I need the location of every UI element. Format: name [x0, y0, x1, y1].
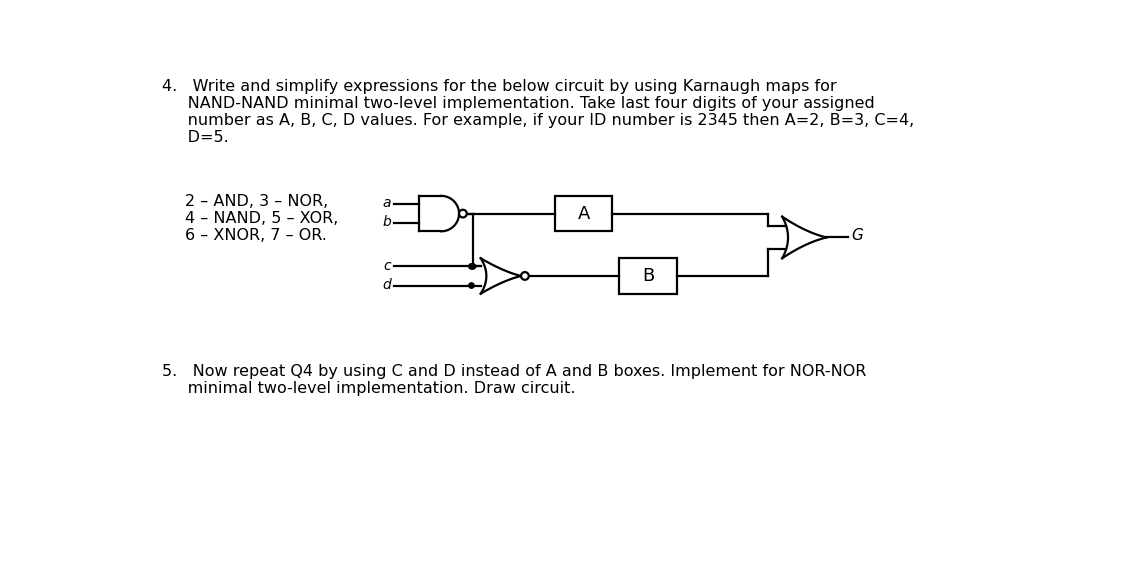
Text: NAND-NAND minimal two-level implementation. Take last four digits of your assign: NAND-NAND minimal two-level implementati…	[162, 96, 874, 111]
Text: A: A	[578, 205, 590, 223]
Text: 5.   Now repeat Q4 by using C and D instead of A and B boxes. Implement for NOR-: 5. Now repeat Q4 by using C and D instea…	[162, 364, 867, 379]
Text: 4.   Write and simplify expressions for the below circuit by using Karnaugh maps: 4. Write and simplify expressions for th…	[162, 79, 837, 94]
Text: number as A, B, C, D values. For example, if your ID number is 2345 then A=2, B=: number as A, B, C, D values. For example…	[162, 113, 915, 128]
Text: 4 – NAND, 5 – XOR,: 4 – NAND, 5 – XOR,	[185, 211, 338, 226]
Circle shape	[470, 264, 475, 269]
Bar	[619, 258, 677, 293]
Circle shape	[469, 264, 474, 269]
Text: b: b	[382, 215, 391, 229]
Text: B: B	[642, 267, 654, 285]
Bar	[555, 196, 613, 231]
Text: c: c	[383, 259, 391, 273]
Text: D=5.: D=5.	[162, 130, 229, 144]
Text: 2 – AND, 3 – NOR,: 2 – AND, 3 – NOR,	[185, 194, 328, 209]
Circle shape	[522, 272, 528, 280]
Text: G: G	[851, 229, 863, 244]
Circle shape	[469, 283, 474, 288]
Text: d: d	[382, 278, 391, 292]
Text: minimal two-level implementation. Draw circuit.: minimal two-level implementation. Draw c…	[162, 380, 575, 396]
Text: 6 – XNOR, 7 – OR.: 6 – XNOR, 7 – OR.	[185, 228, 327, 243]
Text: a: a	[382, 196, 391, 211]
Circle shape	[459, 210, 466, 218]
